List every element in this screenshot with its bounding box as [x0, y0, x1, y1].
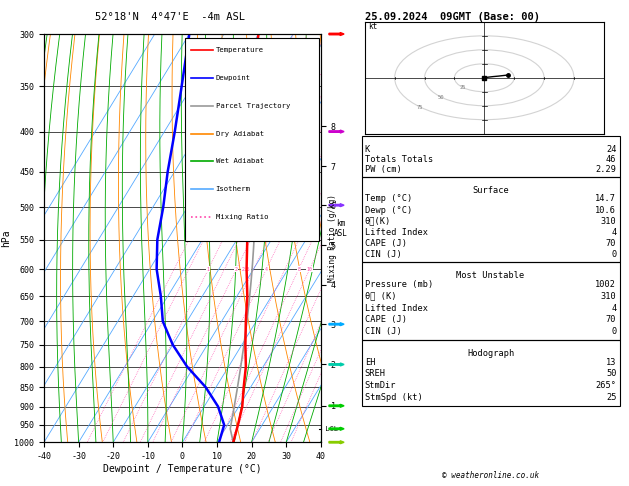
Text: Hodograph: Hodograph	[467, 349, 515, 358]
Text: 10: 10	[307, 266, 313, 272]
Text: 25: 25	[460, 86, 466, 90]
Text: 310: 310	[601, 217, 616, 226]
Text: 8: 8	[298, 266, 300, 272]
Text: Pressure (mb): Pressure (mb)	[365, 280, 433, 289]
Text: K: K	[365, 145, 370, 155]
Text: Mixing Ratio (g/kg): Mixing Ratio (g/kg)	[328, 194, 337, 282]
Text: θᴇ (K): θᴇ (K)	[365, 292, 396, 301]
Text: Isotherm: Isotherm	[216, 186, 250, 192]
Text: Totals Totals: Totals Totals	[365, 156, 433, 164]
Text: CIN (J): CIN (J)	[365, 250, 401, 259]
Text: Surface: Surface	[472, 186, 509, 195]
Text: SREH: SREH	[365, 369, 386, 379]
Text: 0: 0	[611, 328, 616, 336]
Text: PW (cm): PW (cm)	[365, 165, 401, 174]
X-axis label: Dewpoint / Temperature (°C): Dewpoint / Temperature (°C)	[103, 464, 262, 474]
Text: 1: 1	[207, 266, 210, 272]
Text: 265°: 265°	[596, 381, 616, 390]
FancyBboxPatch shape	[185, 38, 320, 241]
Text: 25.09.2024  09GMT (Base: 00): 25.09.2024 09GMT (Base: 00)	[365, 12, 540, 22]
Y-axis label: km
ASL: km ASL	[334, 219, 348, 238]
Text: 25: 25	[606, 393, 616, 402]
Text: 14.7: 14.7	[596, 194, 616, 204]
Text: 75: 75	[416, 105, 423, 110]
Text: 46: 46	[606, 156, 616, 164]
Text: 50: 50	[438, 95, 445, 101]
Text: 310: 310	[601, 292, 616, 301]
Text: StmDir: StmDir	[365, 381, 396, 390]
Text: 1002: 1002	[596, 280, 616, 289]
Text: CAPE (J): CAPE (J)	[365, 239, 407, 248]
Text: 10.6: 10.6	[596, 206, 616, 215]
Text: Lifted Index: Lifted Index	[365, 304, 428, 312]
Text: 4: 4	[265, 266, 268, 272]
Text: 2.5: 2.5	[242, 266, 250, 272]
Text: 0: 0	[611, 250, 616, 259]
Text: CAPE (J): CAPE (J)	[365, 315, 407, 325]
Text: Temperature: Temperature	[216, 47, 264, 53]
Text: Dewp (°C): Dewp (°C)	[365, 206, 412, 215]
Text: Dewpoint: Dewpoint	[216, 75, 250, 81]
Text: 2.29: 2.29	[596, 165, 616, 174]
Text: 24: 24	[606, 145, 616, 155]
Text: 50: 50	[606, 369, 616, 379]
Y-axis label: hPa: hPa	[1, 229, 11, 247]
Text: 70: 70	[606, 239, 616, 248]
Text: EH: EH	[365, 358, 376, 366]
Text: CIN (J): CIN (J)	[365, 328, 401, 336]
Text: Parcel Trajectory: Parcel Trajectory	[216, 103, 290, 109]
Text: Temp (°C): Temp (°C)	[365, 194, 412, 204]
Text: kt: kt	[369, 21, 377, 31]
Text: 2: 2	[235, 266, 238, 272]
Text: Lifted Index: Lifted Index	[365, 228, 428, 237]
Text: © weatheronline.co.uk: © weatheronline.co.uk	[442, 471, 539, 480]
Text: Most Unstable: Most Unstable	[457, 271, 525, 280]
Text: Dry Adiabat: Dry Adiabat	[216, 131, 264, 137]
Text: 13: 13	[606, 358, 616, 366]
Text: StmSpd (kt): StmSpd (kt)	[365, 393, 423, 402]
Text: 70: 70	[606, 315, 616, 325]
Text: LCL: LCL	[321, 426, 338, 432]
Text: θᴇ(K): θᴇ(K)	[365, 217, 391, 226]
Text: Mixing Ratio: Mixing Ratio	[216, 214, 268, 220]
Text: Wet Adiabat: Wet Adiabat	[216, 158, 264, 164]
Text: 4: 4	[611, 304, 616, 312]
Text: 52°18'N  4°47'E  -4m ASL: 52°18'N 4°47'E -4m ASL	[95, 12, 245, 22]
Text: 4: 4	[611, 228, 616, 237]
